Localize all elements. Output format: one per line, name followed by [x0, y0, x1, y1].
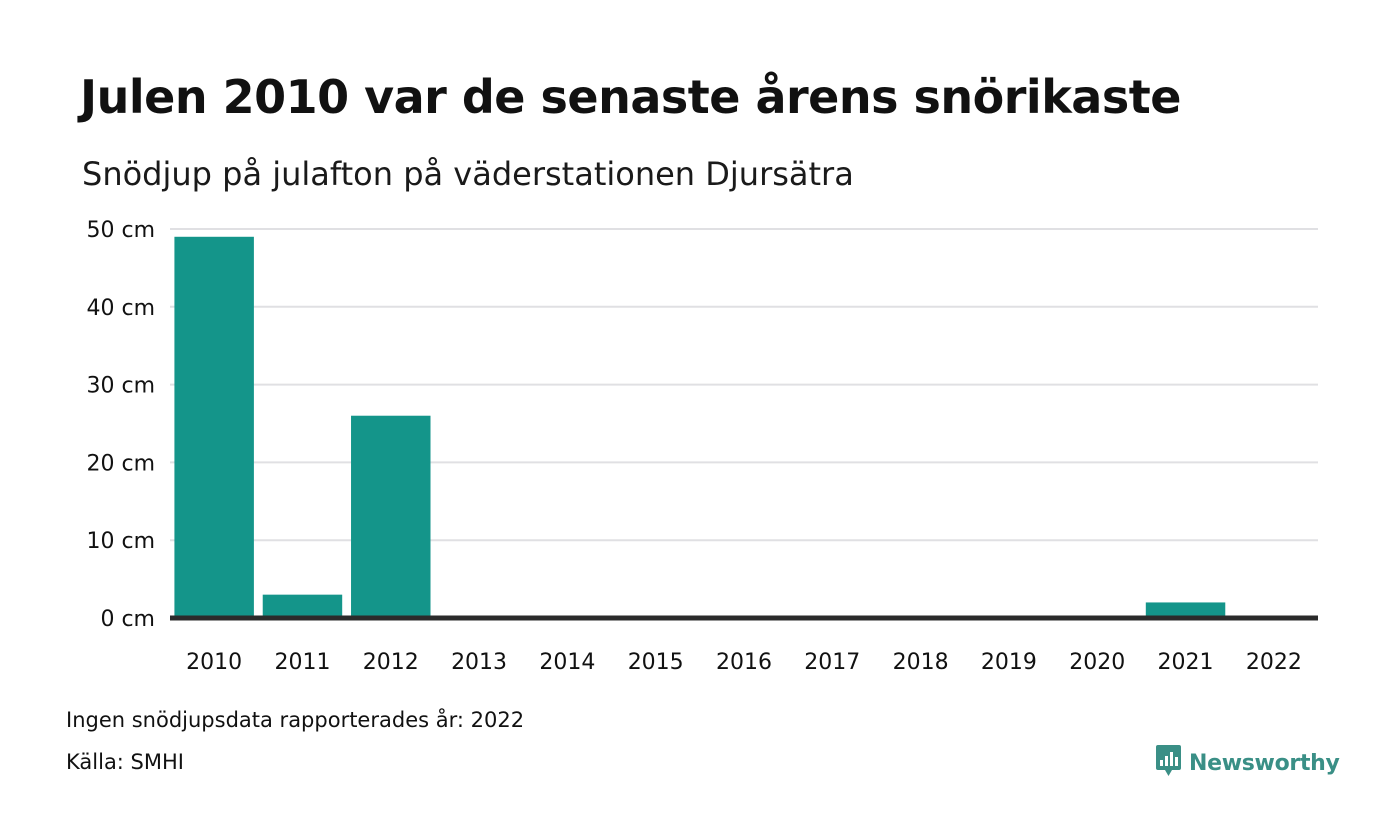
- y-tick-label: 20 cm: [86, 451, 155, 476]
- x-tick-label: 2021: [1158, 650, 1214, 675]
- x-tick-label: 2017: [804, 650, 860, 675]
- y-tick-label: 10 cm: [86, 529, 155, 554]
- bar-2021[interactable]: [1145, 602, 1226, 618]
- brand-name: Newsworthy: [1189, 750, 1340, 776]
- newsworthy-logo-icon: [1155, 744, 1182, 782]
- brand-logo[interactable]: Newsworthy: [1155, 744, 1340, 782]
- x-tick-label: 2013: [451, 650, 507, 675]
- x-tick-label: 2016: [716, 650, 772, 675]
- y-tick-label: 40 cm: [86, 296, 155, 321]
- x-tick-label: 2012: [363, 650, 419, 675]
- chart-subtitle: Snödjup på julafton på väderstationen Dj…: [82, 155, 854, 193]
- grid-lines: [170, 228, 1318, 542]
- y-tick-label: 30 cm: [86, 374, 155, 399]
- bar-2011[interactable]: [262, 594, 343, 618]
- bar-2010[interactable]: [174, 236, 254, 618]
- x-axis-ticks: 2010 2011 2012 2013 2014 2015 2016 2017 2018 2019…: [186, 650, 1302, 675]
- x-tick-label: 2018: [893, 650, 949, 675]
- x-tick-label: 2019: [981, 650, 1037, 675]
- x-tick-label: 2015: [628, 650, 684, 675]
- y-tick-label: 0 cm: [100, 607, 155, 632]
- bar-2012[interactable]: [351, 415, 431, 618]
- bars: [174, 236, 1226, 618]
- missing-data-note: Ingen snödjupsdata rapporterades år: 202…: [66, 708, 525, 732]
- source-note: Källa: SMHI: [66, 750, 184, 774]
- x-tick-label: 2010: [186, 650, 242, 675]
- y-tick-label: 50 cm: [86, 218, 155, 243]
- x-tick-label: 2011: [274, 650, 330, 675]
- x-tick-label: 2020: [1069, 650, 1125, 675]
- chart-title: Julen 2010 var de senaste årens snörikas…: [80, 70, 1181, 124]
- x-tick-label: 2014: [539, 650, 595, 675]
- y-axis-ticks: 0 cm 10 cm 20 cm 30 cm 40 cm 50 cm: [86, 218, 155, 632]
- x-tick-label: 2022: [1246, 650, 1302, 675]
